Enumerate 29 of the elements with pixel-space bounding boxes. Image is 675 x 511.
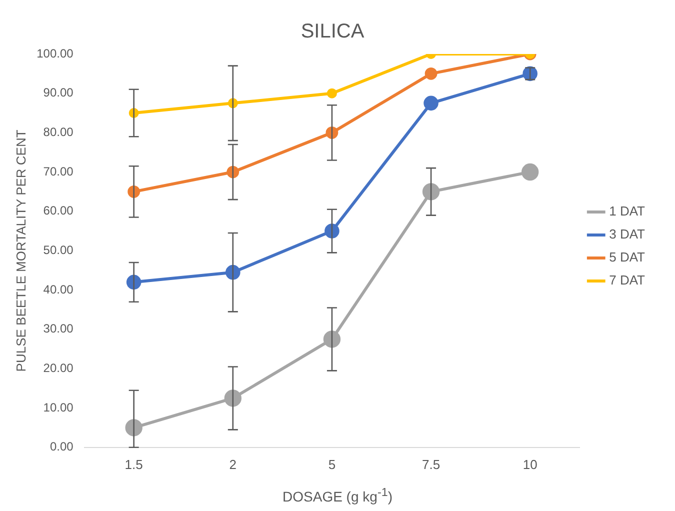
x-tick-label: 7.5	[422, 456, 440, 472]
point	[422, 183, 440, 200]
y-tick-label: 30.00	[43, 322, 74, 336]
y-tick-label: 60.00	[43, 204, 74, 218]
y-tick-label: 50.00	[43, 243, 74, 258]
legend-label: 7 DAT	[609, 272, 646, 288]
y-tick-label: 20.00	[43, 361, 74, 376]
point	[521, 163, 539, 181]
y-tick-label: 100.00	[36, 46, 74, 60]
x-tick-label: 10	[522, 456, 538, 472]
y-tick-label: 70.00	[43, 164, 74, 178]
y-tick-label: 80.00	[43, 124, 74, 139]
x-axis-title: DOSAGE (g kg$^{-1}$)	[282, 486, 394, 505]
chart-title: SILICA	[300, 20, 365, 43]
point	[323, 330, 341, 348]
y-tick-label: 0.00	[50, 440, 74, 454]
y-tick-label: 90.00	[43, 86, 74, 100]
legend-label: 1 DAT	[609, 204, 646, 219]
point	[326, 88, 337, 98]
x-tick-label: 5	[328, 456, 336, 472]
y-axis-title: PULSE BEETLE MORTALITY PER CENT	[13, 130, 28, 372]
legend-label: 3 DAT	[609, 226, 646, 242]
y-tick-label: 10.00	[43, 400, 74, 414]
point	[424, 96, 438, 111]
x-tick-label: 2	[229, 456, 237, 472]
x-tick-label: 1.5	[124, 456, 143, 472]
point	[424, 67, 438, 80]
y-tick-label: 40.00	[43, 282, 74, 296]
legend-label: 5 DAT	[609, 250, 646, 265]
